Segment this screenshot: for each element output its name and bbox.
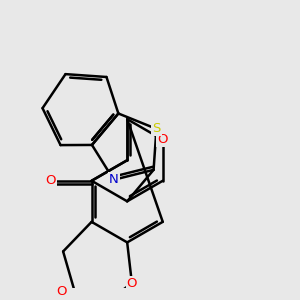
Text: O: O [158, 133, 168, 146]
Text: O: O [56, 285, 67, 298]
Text: O: O [127, 277, 137, 290]
Text: S: S [152, 122, 160, 135]
Text: O: O [45, 174, 56, 187]
Text: N: N [109, 173, 118, 186]
